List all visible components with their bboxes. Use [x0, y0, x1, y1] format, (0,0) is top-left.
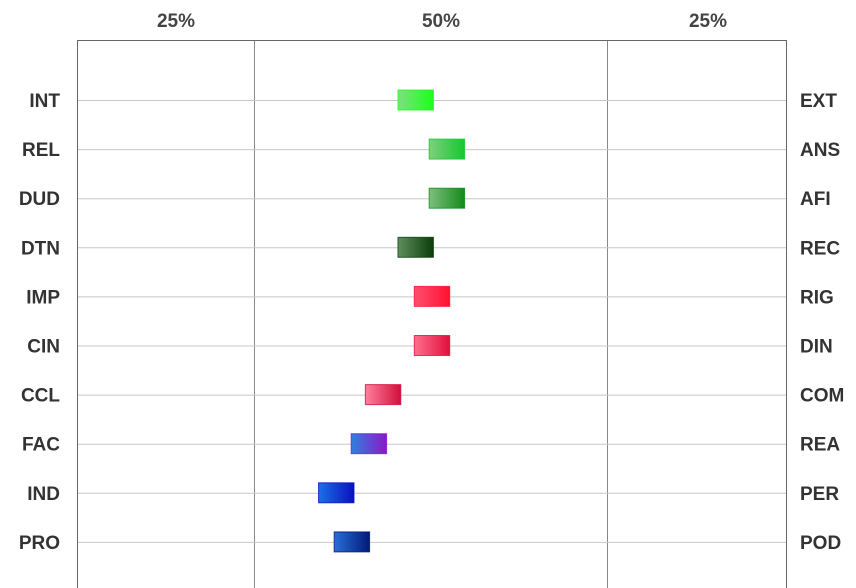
- range-bar-dtn-rec: [397, 236, 434, 258]
- left-label-imp: IMP: [26, 287, 60, 308]
- plot-frame: [77, 40, 787, 588]
- range-bar-ccl-com: [364, 384, 402, 406]
- right-label-pod: POD: [800, 533, 841, 554]
- right-label-din: DIN: [800, 337, 833, 358]
- right-label-ans: ANS: [800, 140, 840, 161]
- left-label-dud: DUD: [19, 189, 60, 210]
- right-label-per: PER: [800, 484, 839, 505]
- top-axis: 25% 50% 25%: [157, 11, 727, 32]
- range-bar-ind-per: [318, 482, 355, 504]
- right-label-com: COM: [800, 386, 844, 407]
- left-label-cin: CIN: [27, 337, 60, 358]
- left-label-rel: REL: [22, 140, 60, 161]
- rows: INT EXT REL ANS DUD AFI DTN REC IMP RIG CIN DIN CCL C…: [19, 89, 844, 554]
- top-tick-label-left: 25%: [157, 11, 195, 32]
- range-bar-rel-ans: [428, 138, 466, 160]
- left-label-fac: FAC: [22, 435, 60, 456]
- right-label-afi: AFI: [800, 189, 831, 210]
- right-label-rec: REC: [800, 238, 840, 259]
- right-label-ext: EXT: [800, 91, 837, 112]
- left-label-ind: IND: [27, 484, 60, 505]
- left-label-int: INT: [29, 91, 60, 112]
- range-bar-int-ext: [397, 89, 434, 111]
- left-label-ccl: CCL: [21, 386, 60, 407]
- gridlines: [77, 40, 787, 588]
- range-bar-fac-rea: [350, 433, 388, 455]
- top-tick-label-right: 25%: [689, 11, 727, 32]
- range-bar-cin-din: [413, 335, 451, 356]
- range-bar-pro-pod: [333, 531, 371, 553]
- right-label-rig: RIG: [800, 287, 834, 308]
- range-bar-imp-rig: [413, 285, 451, 307]
- left-label-pro: PRO: [19, 533, 60, 554]
- top-tick-label-center: 50%: [422, 11, 460, 32]
- right-label-rea: REA: [800, 435, 840, 456]
- range-bar-dud-afi: [428, 187, 466, 209]
- left-label-dtn: DTN: [21, 238, 60, 259]
